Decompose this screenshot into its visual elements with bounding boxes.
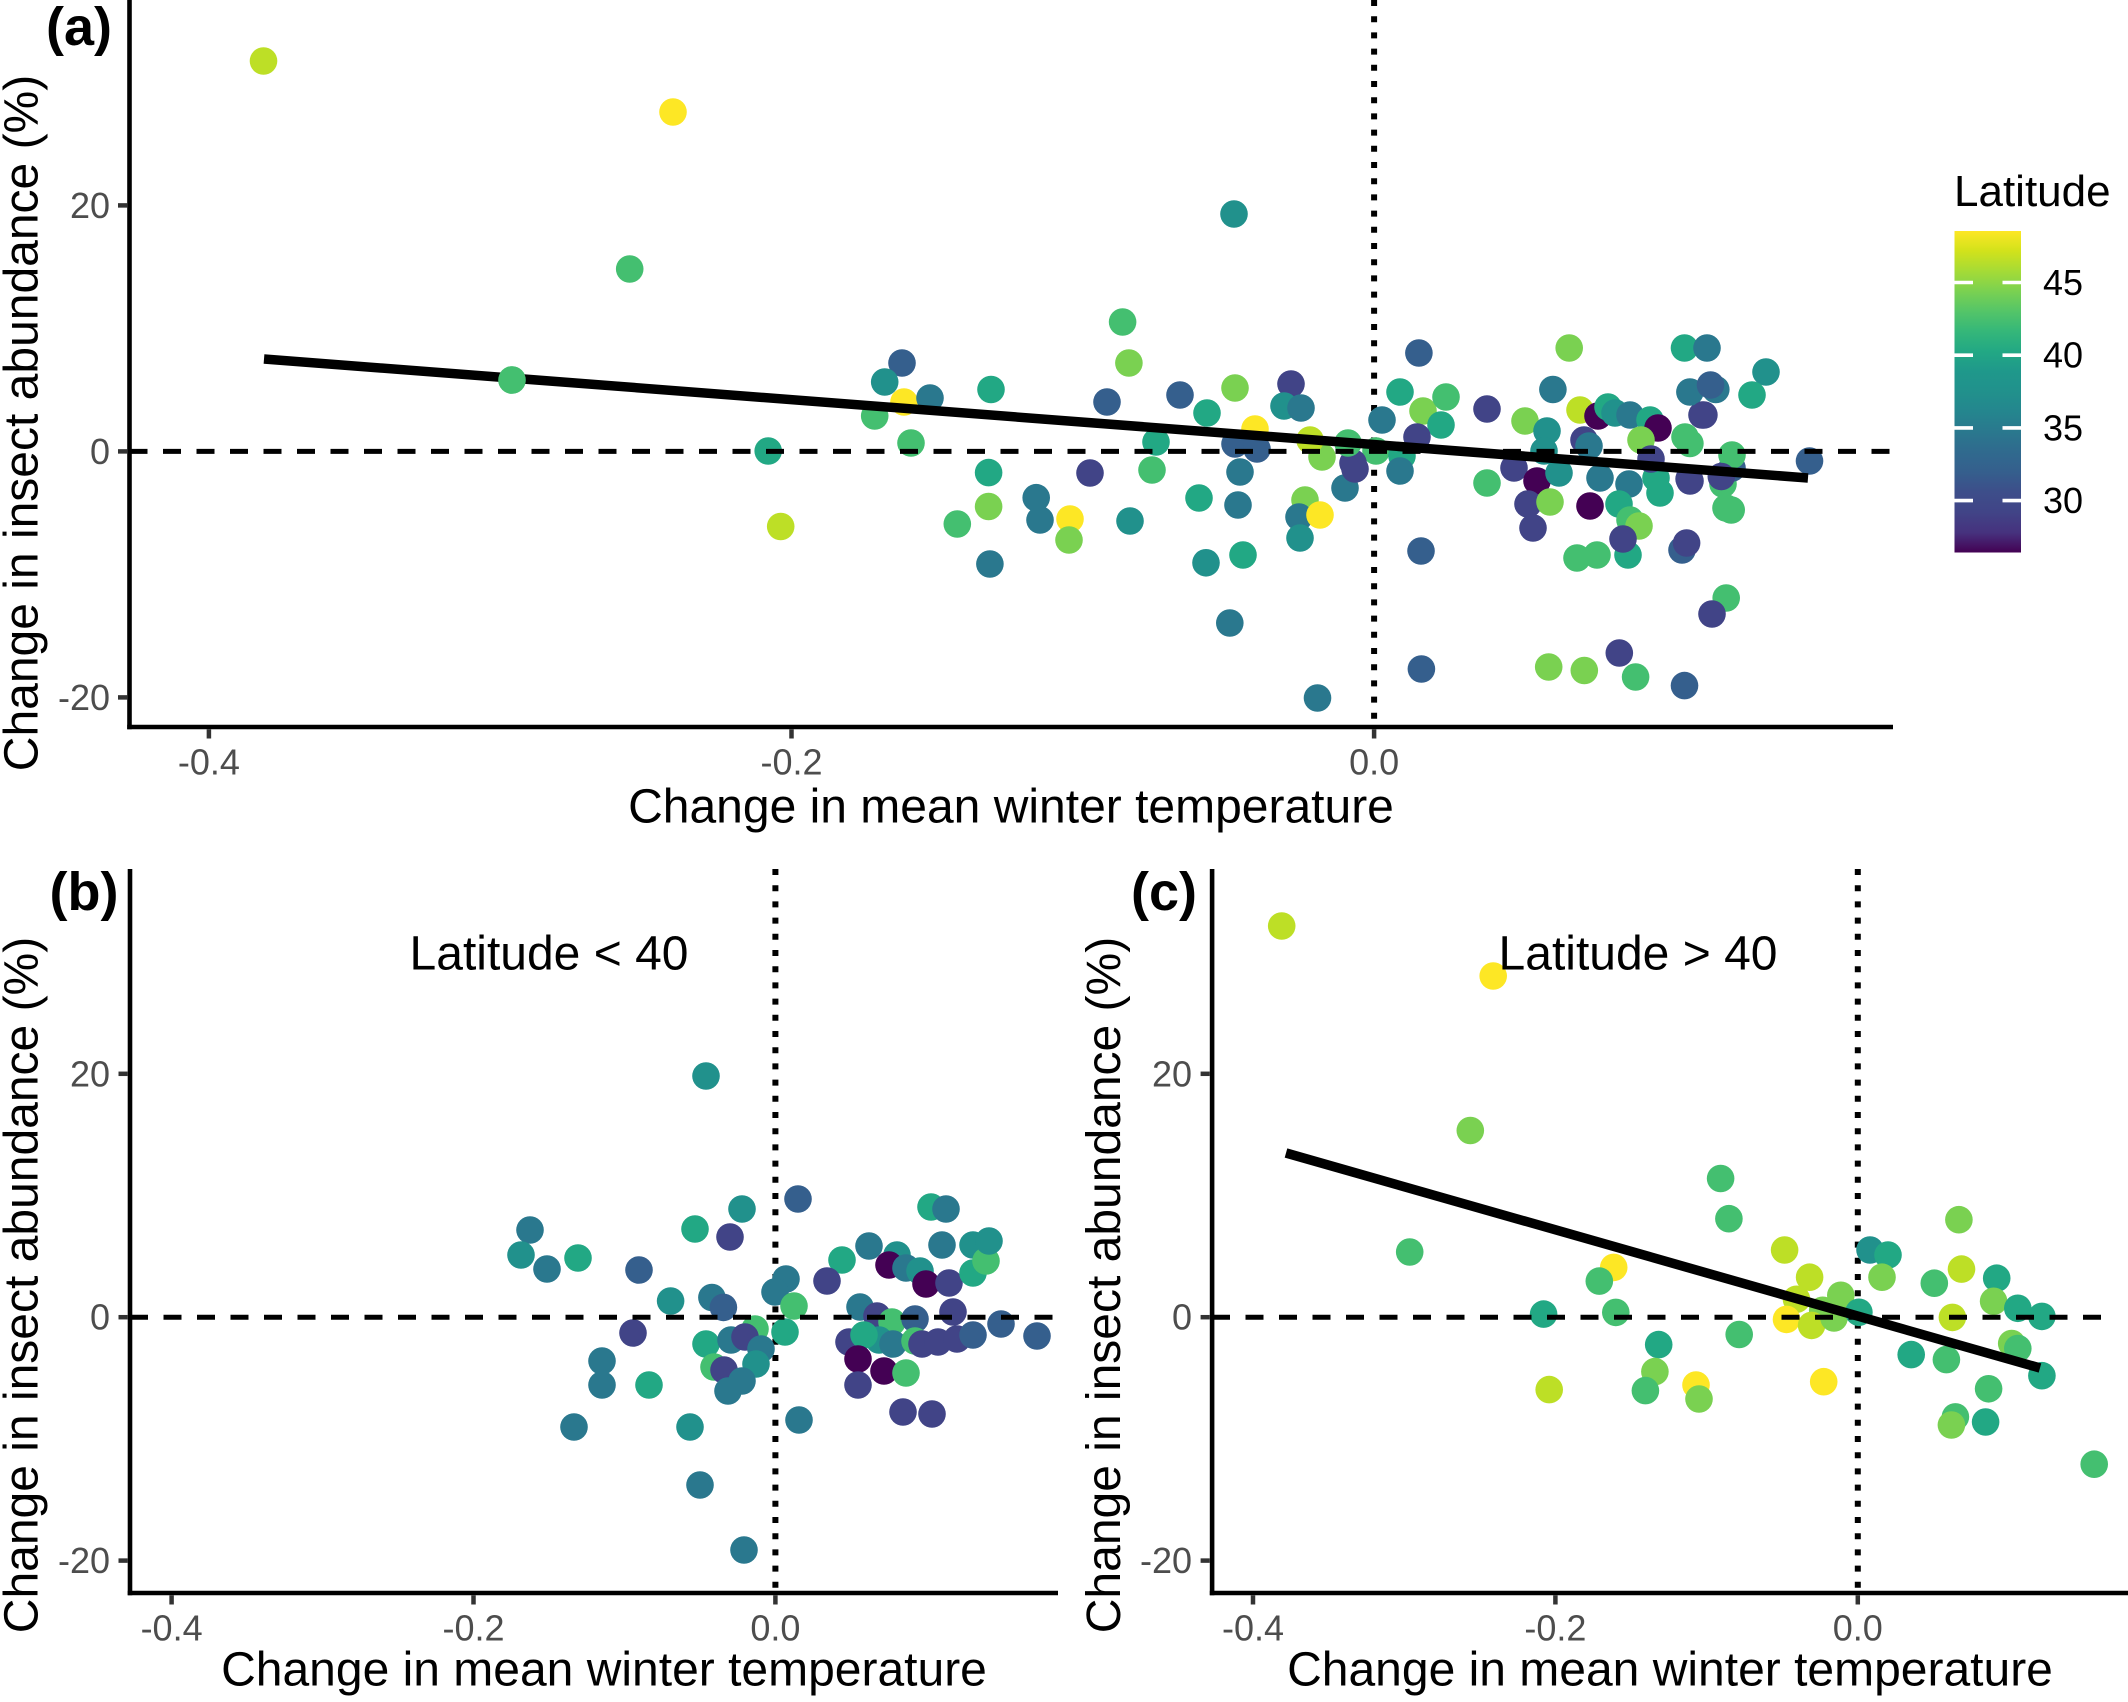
svg-text:0.0: 0.0 (1349, 742, 1399, 783)
svg-text:-20: -20 (58, 1540, 110, 1581)
svg-text:Latitude < 40: Latitude < 40 (410, 928, 689, 981)
svg-text:20: 20 (70, 1053, 110, 1094)
svg-text:0: 0 (90, 1297, 110, 1338)
svg-text:20: 20 (70, 185, 110, 226)
svg-text:Change in insect abundance (%): Change in insect abundance (%) (0, 937, 49, 1633)
svg-text:-0.4: -0.4 (141, 1608, 203, 1649)
svg-text:0.0: 0.0 (1833, 1608, 1883, 1649)
svg-text:(a): (a) (46, 0, 112, 57)
svg-text:Change in mean winter temperat: Change in mean winter temperature (221, 1644, 987, 1697)
svg-text:-0.2: -0.2 (1524, 1608, 1586, 1649)
svg-text:Change in mean winter temperat: Change in mean winter temperature (1287, 1644, 2053, 1697)
svg-text:0: 0 (1172, 1297, 1192, 1338)
svg-text:0: 0 (90, 431, 110, 472)
svg-text:20: 20 (1152, 1053, 1192, 1094)
svg-text:-0.2: -0.2 (760, 742, 822, 783)
svg-text:45: 45 (2043, 262, 2083, 303)
svg-text:-0.2: -0.2 (442, 1608, 504, 1649)
svg-text:Latitude > 40: Latitude > 40 (1499, 928, 1778, 981)
svg-text:Latitude: Latitude (1954, 167, 2111, 216)
svg-text:Change in insect abundance (%): Change in insect abundance (%) (1078, 937, 1131, 1633)
svg-text:30: 30 (2043, 480, 2083, 521)
svg-text:35: 35 (2043, 407, 2083, 448)
svg-text:0.0: 0.0 (750, 1608, 800, 1649)
svg-text:(c): (c) (1131, 862, 1197, 922)
svg-text:40: 40 (2043, 335, 2083, 376)
svg-text:Change in insect abundance (%): Change in insect abundance (%) (0, 75, 49, 771)
svg-text:-20: -20 (1140, 1540, 1192, 1581)
svg-text:-20: -20 (58, 677, 110, 718)
svg-text:-0.4: -0.4 (178, 742, 240, 783)
svg-text:-0.4: -0.4 (1222, 1608, 1284, 1649)
svg-text:(b): (b) (50, 862, 119, 922)
svg-text:Change in mean winter temperat: Change in mean winter temperature (628, 781, 1394, 834)
